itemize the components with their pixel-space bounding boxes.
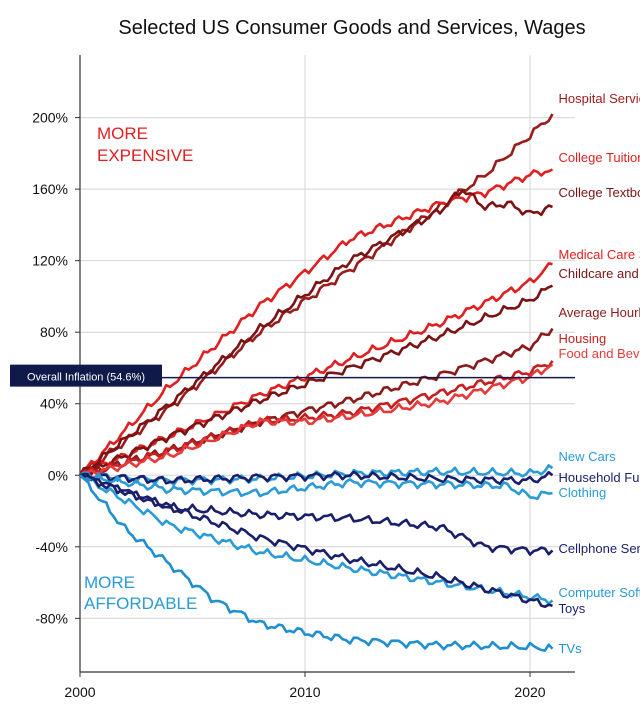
- series-label-medical-care-services: Medical Care Services: [559, 247, 640, 262]
- y-tick-label: 40%: [40, 396, 68, 412]
- series-label-household-furnishings: Household Furnishings: [559, 470, 640, 485]
- more-affordable-label: MORE: [84, 573, 135, 592]
- series-label-toys: Toys: [559, 601, 586, 616]
- y-tick-label: -80%: [35, 610, 68, 626]
- series-label-housing: Housing: [559, 331, 607, 346]
- series-line-clothing: [80, 474, 553, 499]
- chart-title: Selected US Consumer Goods and Services,…: [118, 17, 585, 39]
- series-label-new-cars: New Cars: [559, 449, 617, 464]
- series-label-food-and-beverages: Food and Beverages: [559, 346, 640, 361]
- overall-inflation-label: Overall Inflation (54.6%): [27, 372, 145, 384]
- y-tick-label: 120%: [32, 253, 68, 269]
- series-label-childcare-and-nursery-school: Childcare and Nursery School: [559, 266, 640, 281]
- more-affordable-label: AFFORDABLE: [84, 594, 197, 613]
- series-label-college-textbooks: College Textbooks: [559, 185, 640, 200]
- series-label-hospital-services: Hospital Services: [559, 91, 640, 106]
- y-tick-label: 200%: [32, 110, 68, 126]
- series-lines: Hospital Services College Tuition and Fee…: [80, 91, 640, 656]
- x-tick-label: 2020: [514, 684, 545, 700]
- more-expensive-label: EXPENSIVE: [97, 146, 193, 165]
- series-line-college-tuition-and-fees: [80, 170, 553, 476]
- x-tick-label: 2010: [289, 684, 320, 700]
- series-label-clothing: Clothing: [559, 485, 607, 500]
- y-tick-label: 80%: [40, 324, 68, 340]
- series-line-college-textbooks: [80, 191, 553, 476]
- y-tick-label: -40%: [35, 539, 68, 555]
- annotations: Overall Inflation (54.6%) MORE EXPENSIVE MO…: [10, 124, 575, 613]
- series-label-computer-software: Computer Software: [559, 585, 640, 600]
- series-label-tvs: TVs: [559, 641, 583, 656]
- y-tick-label: 0%: [48, 467, 68, 483]
- y-tick-label: 160%: [32, 181, 68, 197]
- series-line-toys: [80, 475, 553, 606]
- more-expensive-label: MORE: [97, 124, 148, 143]
- series-line-computer-software: [80, 475, 553, 603]
- series-label-college-tuition-and-fees: College Tuition and Fees: [559, 150, 640, 165]
- series-label-average-hourly-wages: Average Hourly Wages: [559, 305, 640, 320]
- x-tick-label: 2000: [64, 684, 95, 700]
- series-label-cellphone-services: Cellphone Services: [559, 541, 640, 556]
